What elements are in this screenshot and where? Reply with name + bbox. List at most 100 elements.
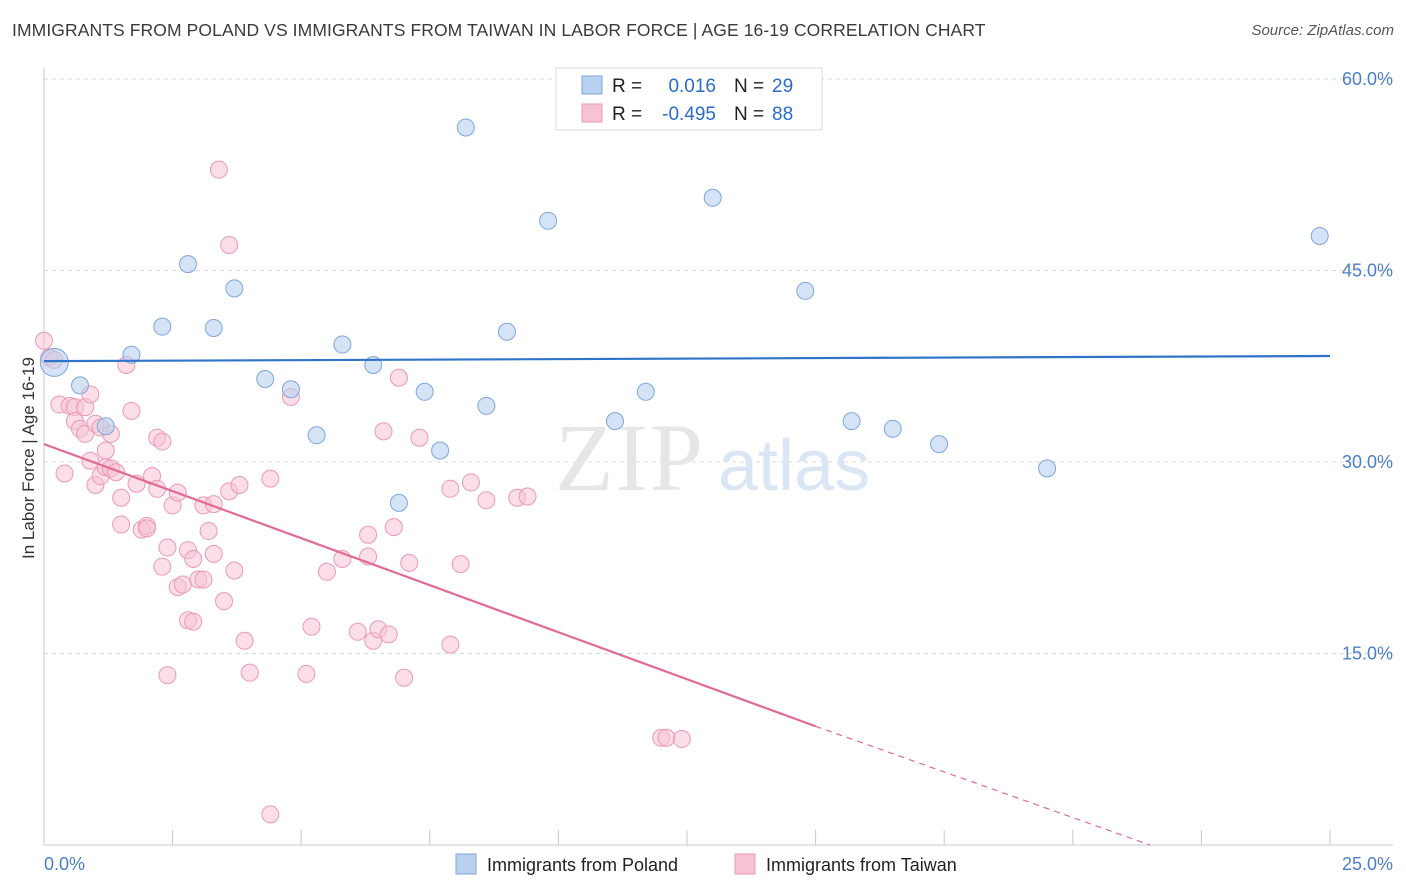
poland-point-14 bbox=[415, 382, 434, 401]
taiwan-point-47 bbox=[194, 570, 213, 589]
poland-trend-line bbox=[43, 354, 1331, 363]
watermark-zip: ZIP bbox=[555, 404, 705, 511]
poland-point-1 bbox=[71, 376, 90, 395]
poland-point-26 bbox=[930, 435, 949, 454]
taiwan-point-75 bbox=[395, 668, 414, 687]
poland-point-7 bbox=[225, 279, 244, 298]
taiwan-trend-line bbox=[43, 443, 816, 728]
poland-point-18 bbox=[497, 322, 516, 341]
poland-point-9 bbox=[281, 380, 300, 399]
taiwan-point-22 bbox=[112, 515, 131, 534]
taiwan-point-72 bbox=[379, 625, 398, 644]
taiwan-point-78 bbox=[441, 479, 460, 498]
stats-legend-poland-n-label: N = bbox=[734, 76, 764, 97]
y-tick-label-1: 30.0% bbox=[1342, 452, 1393, 472]
axes bbox=[43, 68, 1393, 846]
taiwan-point-0 bbox=[35, 331, 53, 350]
taiwan-point-49 bbox=[204, 544, 223, 563]
poland-point-24 bbox=[842, 412, 861, 431]
taiwan-point-56 bbox=[230, 475, 249, 494]
taiwan-point-59 bbox=[261, 469, 280, 488]
chart-title: IMMIGRANTS FROM POLAND VS IMMIGRANTS FRO… bbox=[12, 20, 986, 40]
taiwan-point-58 bbox=[240, 663, 259, 682]
x-tick-labels: 0.0% 25.0% bbox=[44, 854, 1393, 874]
taiwan-point-66 bbox=[348, 622, 367, 641]
watermark: ZIP atlas bbox=[555, 404, 870, 511]
stats-legend-taiwan-r-label: R = bbox=[612, 104, 642, 125]
x-ticks bbox=[43, 830, 1331, 845]
taiwan-point-40 bbox=[173, 575, 192, 594]
bottom-legend-taiwan-swatch bbox=[734, 853, 756, 875]
poland-point-28 bbox=[1310, 227, 1329, 246]
poland-point-11 bbox=[333, 335, 352, 354]
taiwan-point-51 bbox=[209, 160, 228, 179]
taiwan-point-23 bbox=[112, 488, 131, 507]
stats-legend-poland-n: 29 bbox=[772, 76, 793, 97]
x-tick-label-1: 25.0% bbox=[1342, 854, 1393, 874]
stats-legend-poland-r: 0.016 bbox=[668, 76, 716, 97]
taiwan-point-71 bbox=[374, 422, 393, 441]
taiwan-point-60 bbox=[261, 805, 280, 824]
taiwan-point-55 bbox=[225, 561, 244, 580]
taiwan-point-84 bbox=[518, 487, 537, 506]
stats-legend-taiwan-swatch bbox=[581, 103, 603, 123]
poland-point-27 bbox=[1038, 459, 1057, 478]
poland-point-19 bbox=[539, 211, 558, 230]
poland-point-17 bbox=[477, 396, 496, 415]
taiwan-point-25 bbox=[122, 401, 141, 420]
taiwan-point-34 bbox=[153, 557, 172, 576]
poland-point-3 bbox=[122, 345, 141, 364]
taiwan-point-81 bbox=[461, 473, 480, 492]
taiwan-point-79 bbox=[441, 635, 460, 654]
taiwan-point-87 bbox=[672, 730, 691, 749]
x-tick-label-0: 0.0% bbox=[44, 854, 85, 874]
stats-legend-poland-swatch bbox=[581, 75, 603, 95]
taiwan-trend-extension bbox=[815, 725, 1151, 846]
watermark-atlas: atlas bbox=[718, 426, 870, 506]
taiwan-point-44 bbox=[184, 612, 203, 631]
stats-legend-taiwan-n: 88 bbox=[772, 104, 793, 125]
taiwan-point-57 bbox=[235, 631, 254, 650]
taiwan-point-77 bbox=[410, 428, 429, 447]
poland-point-25 bbox=[883, 419, 902, 438]
taiwan-point-36 bbox=[158, 538, 177, 557]
poland-point-15 bbox=[431, 441, 450, 460]
bottom-legend-poland-label: Immigrants from Poland bbox=[487, 855, 678, 875]
taiwan-point-53 bbox=[220, 235, 239, 254]
poland-points bbox=[39, 118, 1329, 512]
taiwan-point-64 bbox=[317, 562, 336, 581]
taiwan-point-18 bbox=[96, 441, 115, 460]
poland-point-13 bbox=[389, 493, 408, 512]
bottom-legend: Immigrants from Poland Immigrants from T… bbox=[455, 853, 957, 875]
trend-lines bbox=[43, 354, 1331, 846]
taiwan-point-48 bbox=[199, 521, 218, 540]
poland-point-8 bbox=[256, 370, 275, 389]
source-label: Source: ZipAtlas.com bbox=[1251, 22, 1394, 39]
taiwan-point-52 bbox=[215, 592, 234, 611]
bottom-legend-taiwan-label: Immigrants from Taiwan bbox=[766, 855, 957, 875]
y-tick-label-3: 60.0% bbox=[1342, 69, 1393, 89]
stats-legend-poland-r-label: R = bbox=[612, 76, 642, 97]
taiwan-point-33 bbox=[153, 432, 172, 451]
taiwan-point-4 bbox=[55, 464, 74, 483]
poland-point-6 bbox=[204, 318, 223, 337]
y-tick-label-0: 15.0% bbox=[1342, 644, 1393, 664]
taiwan-point-74 bbox=[389, 368, 408, 387]
taiwan-point-86 bbox=[657, 728, 676, 747]
poland-point-5 bbox=[179, 255, 198, 274]
stats-legend: R = 0.016 N = 29 R = -0.495 N = 88 bbox=[555, 67, 823, 131]
taiwan-point-76 bbox=[400, 553, 419, 572]
poland-point-10 bbox=[307, 426, 326, 445]
poland-point-20 bbox=[605, 412, 624, 431]
taiwan-point-80 bbox=[451, 555, 470, 574]
gridlines bbox=[44, 78, 1393, 654]
poland-point-23 bbox=[796, 281, 815, 300]
taiwan-point-62 bbox=[297, 664, 316, 683]
taiwan-point-29 bbox=[137, 519, 156, 538]
y-tick-labels: 15.0% 30.0% 45.0% 60.0% bbox=[1342, 69, 1393, 664]
stats-legend-taiwan-n-label: N = bbox=[734, 104, 764, 125]
taiwan-point-82 bbox=[477, 491, 496, 510]
poland-point-22 bbox=[703, 188, 722, 207]
taiwan-point-43 bbox=[184, 550, 203, 569]
